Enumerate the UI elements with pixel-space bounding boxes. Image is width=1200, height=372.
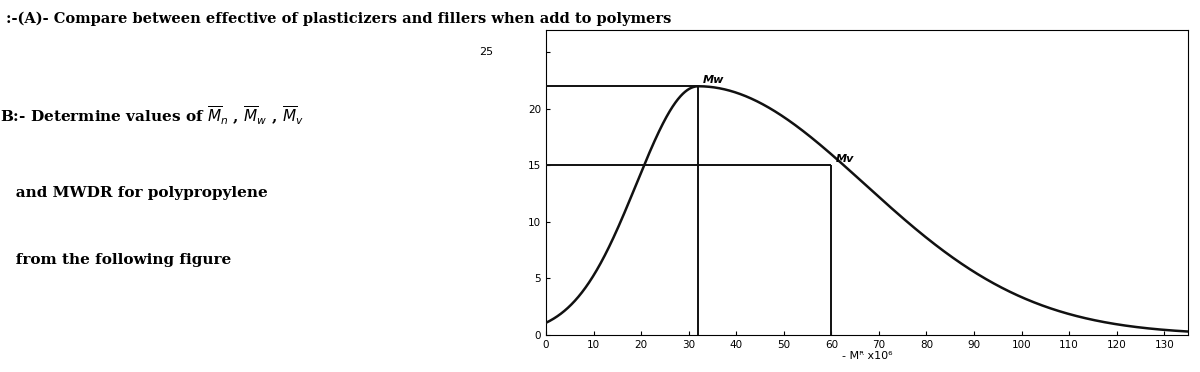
- Text: B:- Determine values of $\overline{M}_n$ , $\overline{M}_w$ , $\overline{M}_v$: B:- Determine values of $\overline{M}_n$…: [0, 104, 304, 126]
- Text: Mv: Mv: [836, 154, 854, 164]
- Text: Mw: Mw: [703, 75, 725, 85]
- Text: from the following figure: from the following figure: [0, 253, 232, 267]
- Text: and MWDR for polypropylene: and MWDR for polypropylene: [0, 186, 268, 200]
- X-axis label: - Mᴿ x10⁶: - Mᴿ x10⁶: [841, 351, 893, 361]
- Text: 25: 25: [480, 47, 493, 57]
- Text: :-(A)- Compare between effective of plasticizers and fillers when add to polymer: :-(A)- Compare between effective of plas…: [6, 11, 671, 26]
